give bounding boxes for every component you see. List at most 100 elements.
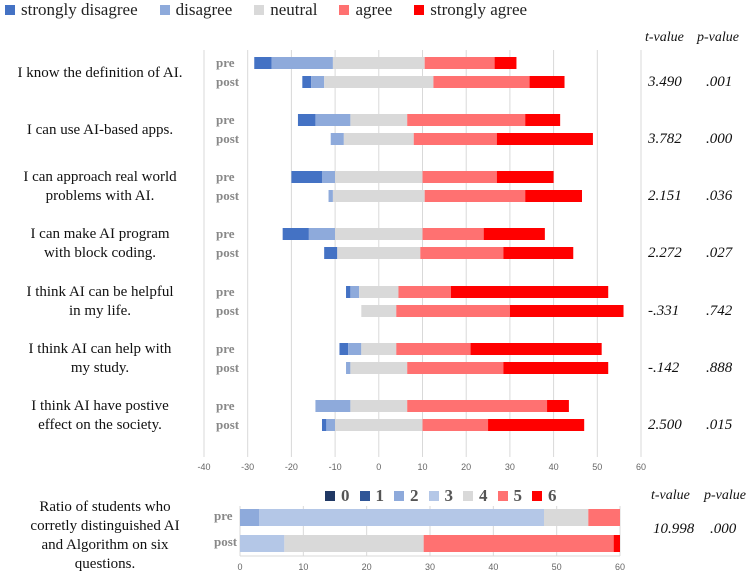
legend-swatch [463, 491, 473, 501]
x-tick-label: 0 [376, 462, 382, 472]
bar-post-4 [503, 247, 574, 259]
bottom-bar-pre-2 [240, 509, 259, 526]
x-tick-label: -10 [328, 462, 342, 472]
bottom-legend-item: 2 [394, 486, 419, 506]
bar-pre-0 [282, 228, 309, 240]
x-tick-label: 20 [461, 462, 472, 472]
legend-item: disagree [159, 0, 232, 20]
question-label: effect on the society. [38, 417, 162, 433]
post-label: post [216, 417, 240, 432]
bottom-bar-pre-3 [259, 509, 544, 526]
legend-label: 1 [375, 486, 385, 505]
legend-label: 5 [513, 486, 523, 505]
bar-pre-4 [494, 57, 517, 69]
bar-pre-4 [470, 343, 602, 355]
legend-swatch [394, 491, 404, 501]
pre-label: pre [216, 398, 235, 413]
bar-pre-4 [483, 228, 545, 240]
p-value: .888 [706, 360, 733, 376]
bar-post-2 [361, 305, 397, 317]
x-tick-label: 20 [361, 562, 372, 572]
p-value: .001 [706, 74, 733, 90]
bar-pre-0 [297, 114, 316, 126]
bar-post-4 [488, 419, 585, 431]
bar-post-1 [326, 419, 336, 431]
legend-item: strongly agree [414, 0, 527, 20]
bar-post-4 [525, 190, 583, 202]
legend-swatch [159, 5, 170, 15]
bar-pre-3 [398, 286, 451, 298]
bar-pre-1 [348, 343, 362, 355]
bar-pre-2 [350, 400, 408, 412]
bar-pre-4 [525, 114, 561, 126]
t-value: 2.272 [648, 245, 682, 261]
p-value: .036 [706, 188, 733, 204]
post-label: post [216, 245, 240, 260]
bar-post-1 [330, 133, 344, 145]
legend-label: 3 [444, 486, 454, 505]
legend-label: strongly agree [430, 0, 528, 19]
x-tick-label: 40 [548, 462, 559, 472]
p-value: .015 [706, 417, 733, 433]
x-tick-label: -30 [241, 462, 255, 472]
bottom-chart-title: questions. [74, 556, 136, 572]
question-label: problems with AI. [45, 188, 155, 204]
question-label: I know the definition of AI. [17, 64, 183, 81]
t-value: 3.490 [648, 74, 682, 90]
legend-swatch [532, 491, 542, 501]
p-value: .742 [706, 303, 733, 319]
x-tick-label: 10 [298, 562, 309, 572]
post-label: post [216, 303, 240, 318]
bar-post-1 [346, 362, 351, 374]
bar-pre-1 [308, 228, 336, 240]
legend-swatch [414, 5, 425, 15]
bar-pre-1 [271, 57, 333, 69]
bar-pre-3 [407, 400, 548, 412]
question-label: I can use AI-based apps. [26, 121, 174, 138]
bar-pre-3 [424, 57, 495, 69]
bar-post-3 [422, 419, 489, 431]
question-label: I can make AI program [30, 226, 170, 242]
t-value: 2.500 [648, 417, 682, 433]
post-label: post [216, 74, 240, 89]
bottom-bar-pre-5 [588, 509, 620, 526]
bar-pre-2 [361, 343, 397, 355]
bottom-t-value-header: t-value [651, 488, 690, 503]
bar-pre-4 [547, 400, 569, 412]
bar-post-2 [324, 76, 434, 88]
bar-pre-3 [407, 114, 526, 126]
bar-post-4 [509, 305, 624, 317]
pre-label: pre [216, 112, 235, 127]
t-value: -.331 [648, 303, 680, 319]
bottom-bar-post-5 [423, 535, 614, 552]
x-tick-label: -40 [197, 462, 211, 472]
bottom-chart-title: Ratio of students who [39, 499, 171, 515]
question-label: with block coding. [43, 245, 157, 261]
bar-post-3 [424, 190, 526, 202]
x-tick-label: 60 [614, 562, 626, 572]
bar-pre-0 [291, 171, 322, 183]
bottom-bar-post-4 [284, 535, 424, 552]
post-label: post [216, 360, 240, 375]
question-label: I think AI have postive [31, 398, 169, 414]
bar-post-3 [396, 305, 510, 317]
legend-label: 2 [410, 486, 419, 505]
bar-post-1 [311, 76, 325, 88]
bar-pre-0 [254, 57, 272, 69]
x-tick-label: 50 [592, 462, 603, 472]
bar-pre-1 [321, 171, 336, 183]
x-tick-label: 40 [488, 562, 499, 572]
pre-label: pre [214, 508, 233, 523]
bar-pre-2 [350, 114, 408, 126]
bottom-bar-post-3 [240, 535, 285, 552]
post-label: post [214, 534, 238, 549]
bar-pre-2 [359, 286, 399, 298]
bar-pre-2 [335, 171, 423, 183]
legend-item: neutral [254, 0, 317, 20]
bar-pre-1 [315, 400, 351, 412]
bottom-t-value: 10.998 [653, 521, 695, 537]
t-value: 3.782 [648, 131, 682, 147]
legend-swatch [325, 491, 335, 501]
legend-label: neutral [270, 0, 318, 19]
